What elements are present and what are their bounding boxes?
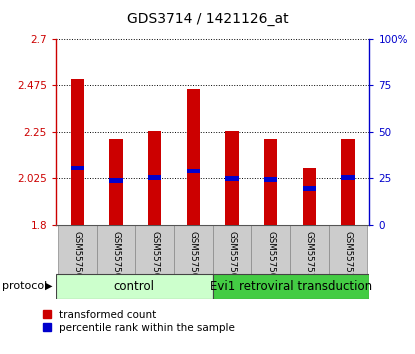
Bar	[187, 88, 200, 225]
Text: GSM557509: GSM557509	[266, 231, 275, 283]
Bar	[56, 274, 213, 299]
Bar	[71, 79, 84, 225]
Bar	[264, 139, 278, 225]
Text: GSM557511: GSM557511	[344, 231, 353, 284]
Bar	[174, 225, 213, 274]
Bar	[225, 131, 239, 225]
Bar	[264, 177, 278, 182]
Text: GSM557510: GSM557510	[305, 231, 314, 284]
Bar	[148, 175, 161, 179]
Legend: transformed count, percentile rank within the sample: transformed count, percentile rank withi…	[43, 310, 235, 333]
Text: GSM557507: GSM557507	[189, 231, 198, 284]
Bar	[225, 176, 239, 181]
Bar	[109, 139, 123, 225]
Bar	[341, 175, 355, 179]
Bar	[329, 225, 367, 274]
Text: GSM557506: GSM557506	[150, 231, 159, 284]
Text: GSM557505: GSM557505	[112, 231, 120, 284]
Text: ▶: ▶	[45, 281, 53, 291]
Bar	[303, 186, 316, 191]
Bar	[187, 169, 200, 173]
Bar	[213, 225, 251, 274]
Text: Evi1 retroviral transduction: Evi1 retroviral transduction	[210, 280, 372, 293]
Text: control: control	[114, 280, 155, 293]
Bar	[109, 178, 123, 183]
Text: GDS3714 / 1421126_at: GDS3714 / 1421126_at	[127, 12, 288, 27]
Bar	[135, 225, 174, 274]
Bar	[71, 166, 84, 170]
Bar	[303, 168, 316, 225]
Bar	[58, 225, 97, 274]
Bar	[97, 225, 135, 274]
Bar	[341, 139, 355, 225]
Text: GSM557504: GSM557504	[73, 231, 82, 284]
Bar	[251, 225, 290, 274]
Bar	[213, 274, 369, 299]
Bar	[290, 225, 329, 274]
Text: GSM557508: GSM557508	[227, 231, 237, 284]
Text: protocol: protocol	[2, 281, 47, 291]
Bar	[148, 131, 161, 225]
